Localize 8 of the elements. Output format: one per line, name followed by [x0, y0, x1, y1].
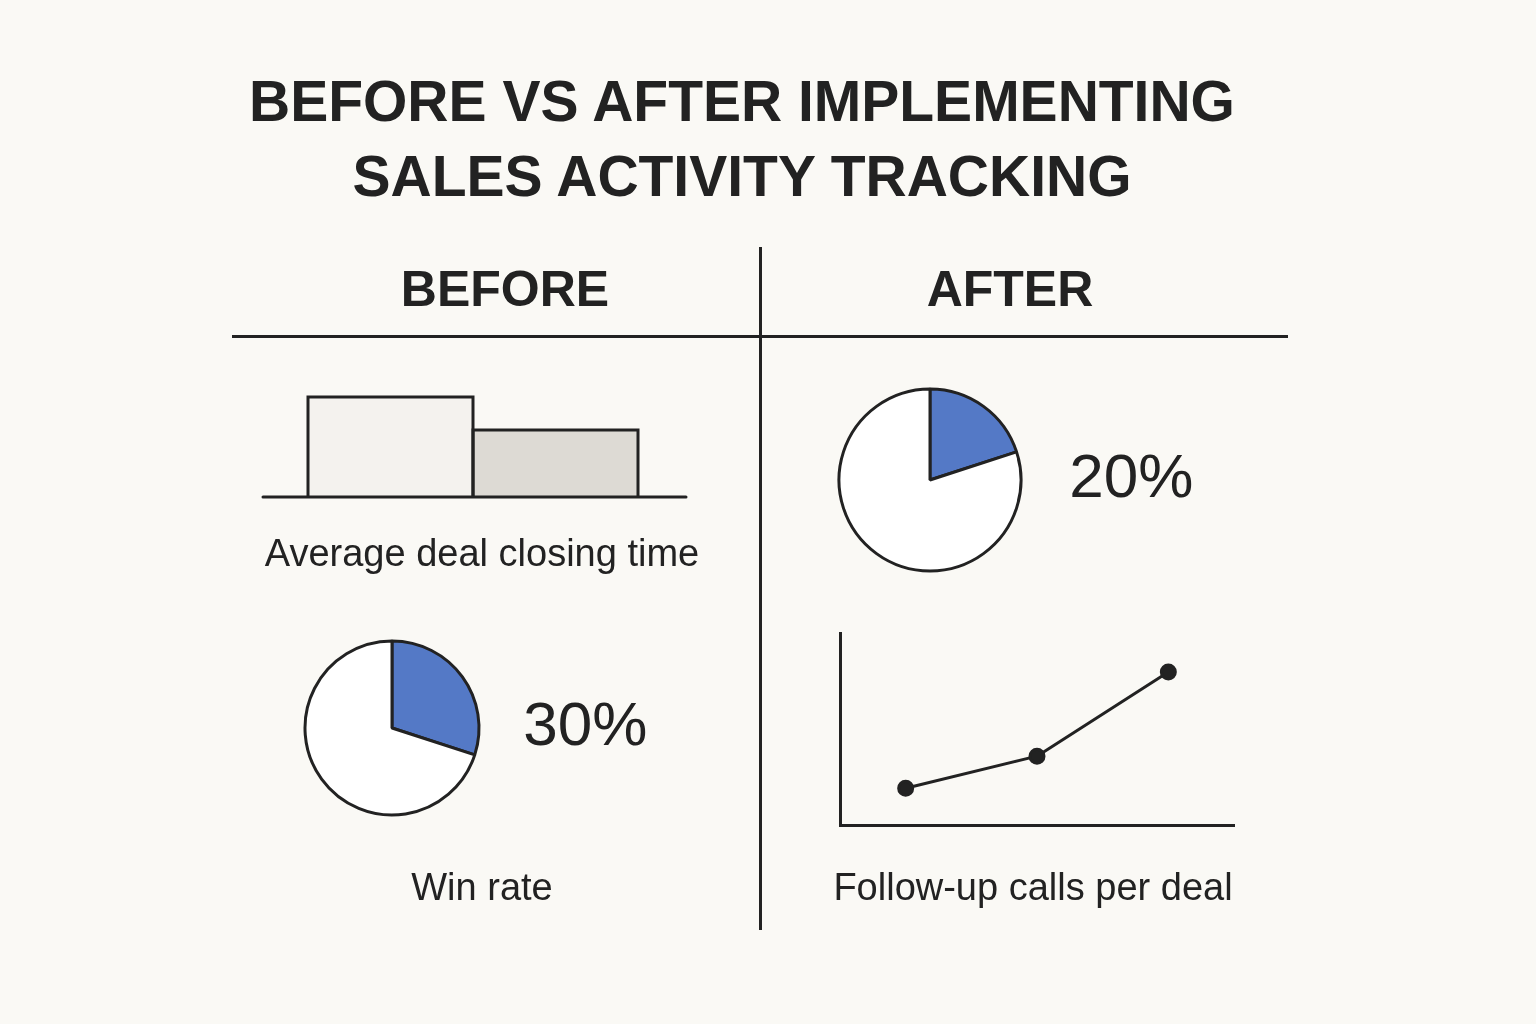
- data-label: 20%: [1069, 441, 1194, 511]
- text: BEFORE: [400, 260, 610, 319]
- text: AFTER: [926, 260, 1094, 319]
- text: Follow-up calls per deal: [833, 865, 1233, 909]
- data-label: 30%: [523, 689, 648, 759]
- text: BEFORE VS AFTER IMPLEMENTING SALES ACTIVITY TRACKING: [248, 68, 1236, 210]
- text: Win rate: [411, 865, 553, 909]
- text: Average deal closing time: [264, 531, 700, 575]
